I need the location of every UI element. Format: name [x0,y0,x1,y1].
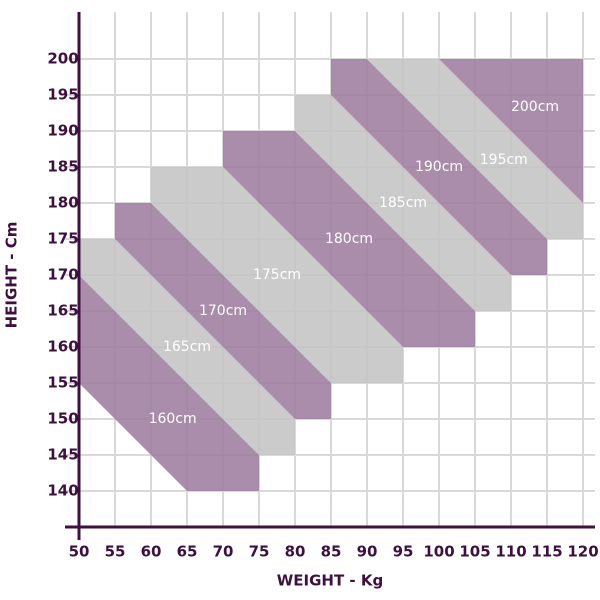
x-tick-label: 120 [567,543,598,561]
y-tick-label: 155 [47,374,78,392]
band-label: 165cm [163,339,211,355]
x-tick-label: 110 [495,543,526,561]
y-tick-label: 170 [47,266,78,284]
y-tick-label: 145 [47,446,78,464]
y-tick-label: 185 [47,158,78,176]
y-tick-label: 165 [47,302,78,320]
band-label: 160cm [149,411,197,427]
y-tick-label: 140 [47,482,78,500]
y-tick-label: 175 [47,230,78,248]
band-label: 185cm [379,195,427,211]
x-tick-label: 75 [249,543,270,561]
band [79,275,259,491]
y-axis-title: HEIGHT - Cm [3,222,21,329]
x-tick-label: 115 [531,543,562,561]
y-tick-label: 160 [47,338,78,356]
band-label: 175cm [253,267,301,283]
y-tick-label: 180 [47,194,78,212]
band [223,131,475,347]
band [115,203,331,419]
band [79,239,295,455]
x-tick-label: 105 [459,543,490,561]
band [367,59,583,239]
bands [79,59,583,491]
band-label: 170cm [199,303,247,319]
x-tick-label: 65 [177,543,198,561]
band [331,59,547,275]
y-tick-label: 150 [47,410,78,428]
y-tick-label: 195 [47,86,78,104]
x-tick-label: 50 [69,543,90,561]
band-label: 180cm [325,231,373,247]
band-label: 200cm [511,99,559,115]
y-tick-label: 200 [47,50,78,68]
band [151,167,403,383]
axes [65,12,595,540]
x-axis-title: WEIGHT - Kg [277,572,384,590]
x-tick-label: 85 [321,543,342,561]
y-tick-label: 190 [47,122,78,140]
x-tick-label: 80 [285,543,306,561]
x-tick-label: 95 [393,543,414,561]
x-tick-label: 100 [423,543,454,561]
band-label: 195cm [480,152,528,168]
band [439,59,583,203]
x-tick-label: 70 [213,543,234,561]
band-label: 190cm [415,159,463,175]
x-tick-label: 55 [105,543,126,561]
x-tick-label: 60 [141,543,162,561]
band [295,95,511,311]
x-tick-label: 90 [357,543,378,561]
